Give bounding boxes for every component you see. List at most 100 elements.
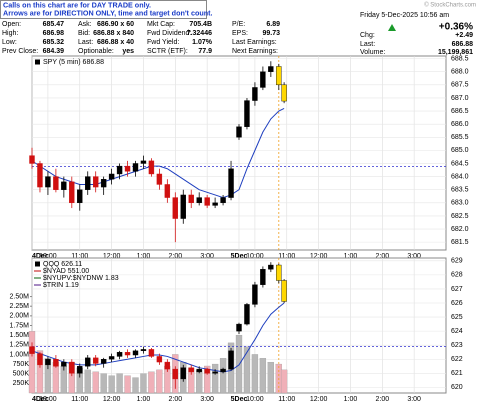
volume-bar xyxy=(28,331,36,394)
notice-box xyxy=(0,0,207,19)
quote-datetime: Friday 5-Dec-2025 10:56 am xyxy=(360,12,449,19)
quote-label: Open: xyxy=(2,21,21,28)
candle-body xyxy=(276,264,282,281)
candle-body xyxy=(45,359,51,366)
candle-body xyxy=(281,280,287,302)
candle-body xyxy=(124,165,131,172)
candle-body xyxy=(252,284,258,305)
candle-body xyxy=(260,269,266,285)
legend-label: $TRIN 1.19 xyxy=(43,282,79,289)
candle-body xyxy=(69,361,75,374)
quote-label: Low: xyxy=(2,39,17,46)
y-tick-label: 629 xyxy=(451,258,463,265)
y-tick-label: 626 xyxy=(451,300,463,307)
x-tick-label: 3:00 xyxy=(200,253,214,260)
quote-label: Last: xyxy=(360,41,375,48)
y-tick-label: 687.5 xyxy=(451,82,469,89)
quote-value: 705.4B xyxy=(189,21,212,28)
quote-value: 685.32 xyxy=(43,39,65,46)
quote-label: Volume: xyxy=(360,49,385,56)
quote-value: 15,199,861 xyxy=(438,49,473,56)
candle-body xyxy=(172,368,179,380)
quote-value: 685.47 xyxy=(43,21,65,28)
x-tick-label: 1:00 xyxy=(344,253,358,260)
candle-body xyxy=(148,349,155,357)
legend-label: $NYAD 551.00 xyxy=(43,268,89,275)
y-tick-label: 684.0 xyxy=(451,173,469,180)
x-tick-label: 2:00 xyxy=(375,253,389,260)
y2-tick-label: 2.50M xyxy=(10,293,30,300)
candle-body xyxy=(140,349,147,352)
candle-body xyxy=(100,179,107,188)
quote-label: Ask: xyxy=(78,21,92,28)
y2-tick-label: 1.25M xyxy=(10,342,30,349)
quote-value: yes xyxy=(122,48,134,55)
candle-body xyxy=(244,100,250,127)
quote-label: Next Earnings: xyxy=(232,48,278,55)
quote-label: Last: xyxy=(78,39,93,46)
y2-tick-label: 1.75M xyxy=(10,322,30,329)
volume-bar xyxy=(280,369,288,394)
quote-value: 686.88 xyxy=(452,41,474,48)
y-tick-label: 621 xyxy=(451,370,463,377)
quote-value: 1.07% xyxy=(192,39,213,46)
volume-bar xyxy=(219,358,227,394)
x-tick-label: 12:00 xyxy=(310,396,328,403)
candle-body xyxy=(180,367,186,380)
quote-value: 686.98 xyxy=(43,30,65,37)
quote-label: Fwd Yield: xyxy=(147,39,179,46)
volume-bar xyxy=(36,350,44,394)
legend-label: $NYUPV:$NYDNW 1.83 xyxy=(43,275,119,282)
change-pct: +0.36% xyxy=(439,22,473,33)
x-tick-label: 5Dec xyxy=(231,396,248,403)
x-tick-label: 3:00 xyxy=(200,396,214,403)
y-tick-label: 683.5 xyxy=(451,187,469,194)
x-tick-label: 2:00 xyxy=(168,253,182,260)
candle-body xyxy=(85,357,91,367)
volume-bar xyxy=(116,373,123,394)
candle-body xyxy=(212,371,218,374)
candle-body xyxy=(108,173,115,180)
x-tick-label: 3:00 xyxy=(407,253,421,260)
volume-bar xyxy=(148,371,155,394)
candle-body xyxy=(180,194,186,219)
candle-body xyxy=(132,350,139,356)
candle-body xyxy=(196,368,202,373)
up-arrow xyxy=(388,24,396,31)
candle-body xyxy=(156,356,163,363)
candle-body xyxy=(37,163,43,188)
volume-bar xyxy=(243,346,251,394)
x-tick-label: 10:00 xyxy=(39,396,57,403)
candle-body xyxy=(196,197,202,204)
candle-body xyxy=(45,176,51,188)
volume-bar xyxy=(211,363,219,394)
candle-body xyxy=(252,87,258,101)
legend-label: QQQ 626.11 xyxy=(43,261,82,268)
y-tick-label: 622 xyxy=(451,356,463,363)
quote-label: EPS: xyxy=(232,30,248,37)
y2-tick-label: 750K xyxy=(13,361,30,368)
quote-label: Mkt Cap: xyxy=(147,21,175,28)
volume-bar xyxy=(140,373,147,394)
candle-body xyxy=(220,368,226,373)
y2-tick-label: 2.00M xyxy=(10,313,30,320)
candle-body xyxy=(236,126,242,138)
volume-bar xyxy=(204,365,211,394)
volume-bar xyxy=(100,373,107,394)
candle-body xyxy=(188,367,194,373)
candle-body xyxy=(61,181,67,190)
candle-body xyxy=(100,359,107,364)
volume-bar xyxy=(132,377,139,394)
candle-body xyxy=(29,346,35,354)
quote-value: 7.32446 xyxy=(187,30,212,37)
y-tick-label: 682.5 xyxy=(451,213,469,220)
x-tick-label: 12:00 xyxy=(310,253,328,260)
y-tick-label: 688.5 xyxy=(451,55,469,62)
y2-tick-label: 1.50M xyxy=(10,332,30,339)
candle-body xyxy=(228,168,234,198)
candle-body xyxy=(108,356,115,360)
candle-body xyxy=(228,350,234,370)
candle-body xyxy=(92,176,99,188)
x-tick-label: 1:00 xyxy=(344,396,358,403)
